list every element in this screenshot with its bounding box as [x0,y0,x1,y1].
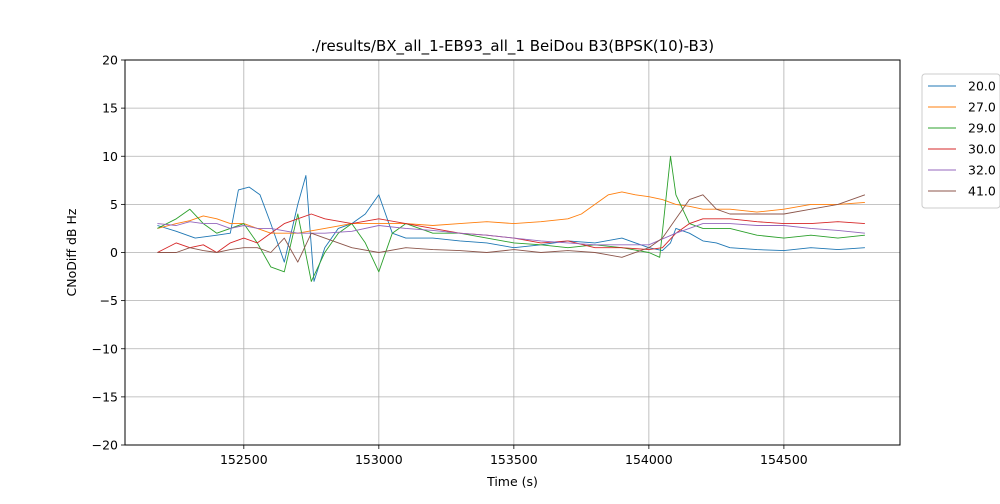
x-tick-label: 153000 [355,452,403,467]
axis-ticks: 152500 153000 153500 154000 154500 −20 −15 −10 −… [92,53,808,468]
y-tick-label: −20 [92,438,118,453]
legend-label: 29.0 [968,121,996,136]
y-axis-title: CNoDiff dB Hz [64,208,79,296]
legend-box [921,73,1000,209]
x-axis-title: Time (s) [486,474,538,489]
x-tick-label: 154500 [760,452,808,467]
series-line-41.0 [157,194,866,263]
legend-label: 30.0 [968,142,996,157]
series-line-29.0 [157,155,865,282]
legend: 20.0 27.0 29.0 30.0 32.0 41.0 [921,73,1000,209]
x-tick-label: 153500 [490,452,538,467]
legend-label: 27.0 [968,100,996,115]
series-line-20.0 [157,175,865,282]
y-tick-label: −15 [92,389,118,404]
legend-label: 20.0 [968,79,996,94]
y-tick-label: 5 [110,197,118,212]
x-tick-label: 152500 [220,452,268,467]
y-tick-label: 15 [102,101,118,116]
series-line-27.0 [157,191,865,234]
y-tick-label: 20 [102,53,118,68]
series-line-32.0 [157,221,865,246]
y-tick-label: −10 [92,341,118,356]
y-tick-label: −5 [100,293,118,308]
series-layer [157,155,866,282]
legend-label: 41.0 [968,184,996,199]
chart-title: ./results/BX_all_1-EB93_all_1 BeiDou B3(… [311,37,714,56]
y-tick-label: 10 [102,149,118,164]
legend-label: 32.0 [968,163,996,178]
x-tick-label: 154000 [625,452,673,467]
y-tick-label: 0 [110,245,118,260]
